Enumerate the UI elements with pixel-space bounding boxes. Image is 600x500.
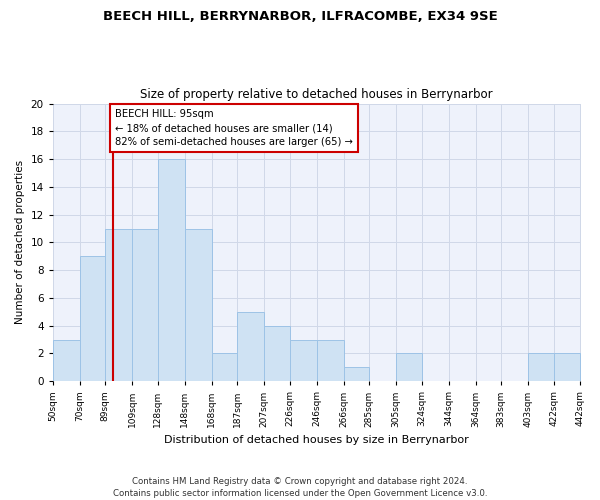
Bar: [528, 354, 554, 382]
Text: Contains HM Land Registry data © Crown copyright and database right 2024.
Contai: Contains HM Land Registry data © Crown c…: [113, 476, 487, 498]
Bar: [264, 326, 290, 382]
Bar: [396, 354, 422, 382]
Bar: [106, 228, 132, 382]
Bar: [317, 340, 344, 382]
Bar: [185, 228, 212, 382]
Text: BEECH HILL, BERRYNARBOR, ILFRACOMBE, EX34 9SE: BEECH HILL, BERRYNARBOR, ILFRACOMBE, EX3…: [103, 10, 497, 23]
Bar: [237, 312, 264, 382]
Bar: [212, 354, 237, 382]
Bar: [53, 340, 80, 382]
Bar: [554, 354, 580, 382]
Text: BEECH HILL: 95sqm
← 18% of detached houses are smaller (14)
82% of semi-detached: BEECH HILL: 95sqm ← 18% of detached hous…: [115, 109, 353, 147]
Bar: [344, 368, 369, 382]
Bar: [158, 159, 185, 382]
Bar: [290, 340, 317, 382]
X-axis label: Distribution of detached houses by size in Berrynarbor: Distribution of detached houses by size …: [164, 435, 469, 445]
Y-axis label: Number of detached properties: Number of detached properties: [15, 160, 25, 324]
Bar: [132, 228, 158, 382]
Title: Size of property relative to detached houses in Berrynarbor: Size of property relative to detached ho…: [140, 88, 493, 101]
Bar: [80, 256, 106, 382]
